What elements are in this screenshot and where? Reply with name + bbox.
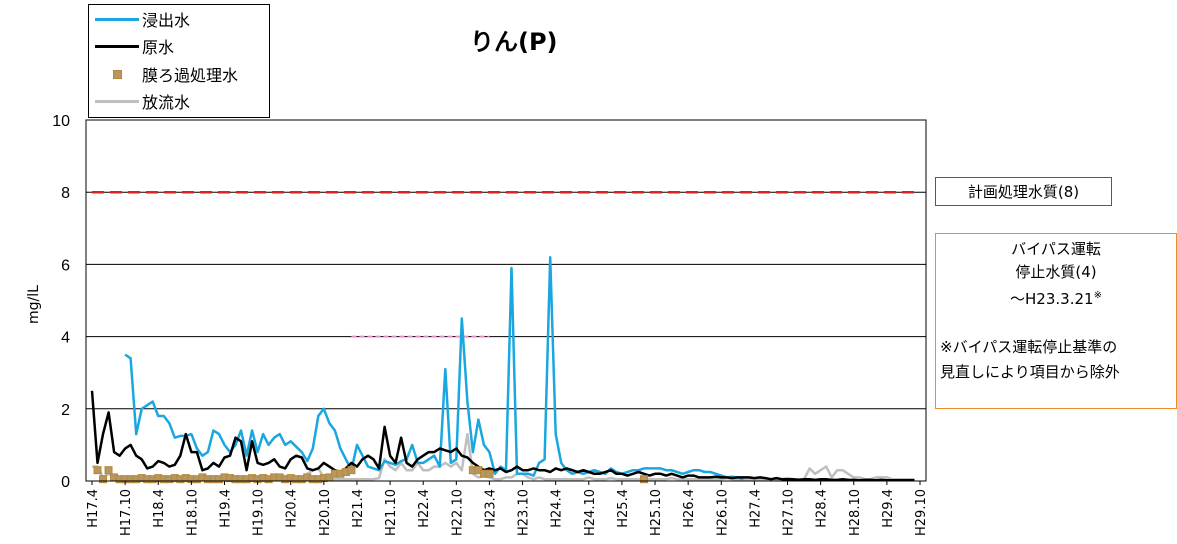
legend-swatch-discharge-water [95,99,139,103]
legend-swatch-leachate [95,17,139,21]
legend-label-membrane-water: 膜ろ過処理水 [142,66,239,85]
x-tick-label-H27.10: H27.10 [782,489,797,536]
series-1 [124,255,744,481]
legend-swatch-membrane-water [95,69,139,79]
x-tick-label-H25.10: H25.10 [649,489,664,536]
x-tick-label-H24.10: H24.10 [583,489,598,536]
x-tick-label-H18.10: H18.10 [185,489,200,536]
series-2 [90,390,915,482]
plan-quality-note: 計画処理水質(8) [935,177,1112,206]
chart-title: りん(P) [470,28,558,56]
reference-lines [92,190,920,338]
grid-lines [86,119,926,410]
x-tick-label-H17.4: H17.4 [86,489,101,528]
x-tick-label-H26.10: H26.10 [715,489,730,536]
x-tick-label-H23.4: H23.4 [483,489,498,528]
series-point-3-2 [104,466,113,475]
legend-label-raw-water: 原水 [142,38,175,57]
legend-item-membrane-water: 膜ろ過処理水 [95,62,238,86]
series-point-3-51 [640,475,648,484]
x-tick-label-H29.10: H29.10 [914,489,929,536]
x-tick-label-H20.4: H20.4 [285,489,300,528]
legend-label-leachate: 浸出水 [142,11,191,30]
bypass-note: バイパス運転 停止水質(4) ～H23.3.21※ ※バイパス運転停止基準の 見… [935,233,1177,409]
x-tick-label-H24.4: H24.4 [550,489,565,528]
x-tick-label-H28.10: H28.10 [848,489,863,536]
x-tick-label-H25.4: H25.4 [616,489,631,528]
x-tick-label-H23.10: H23.10 [517,489,532,536]
x-tick-label-H21.4: H21.4 [351,489,366,528]
series-line-1 [124,255,744,481]
x-tick-label-H22.10: H22.10 [450,489,465,536]
x-tick-label-H17.10: H17.10 [119,489,134,536]
x-tick-label-H26.4: H26.4 [682,489,697,528]
series-line-2 [90,390,915,482]
legend-label-discharge-water: 放流水 [142,93,191,112]
x-tick-label-H18.4: H18.4 [152,489,167,528]
series-point-3-50 [485,469,494,478]
series-4 [92,432,915,481]
x-tick-label-H27.4: H27.4 [748,489,763,528]
x-tick-label-H19.10: H19.10 [252,489,267,536]
series-line-4 [92,432,915,481]
legend-item-raw-water: 原水 [95,34,174,58]
legend-item-discharge-water: 放流水 [95,89,190,113]
y-tick-label-8: 8 [61,185,70,202]
bypass-line4: ※バイパス運転停止基準の [940,338,1118,356]
series-point-3-1 [99,475,108,484]
plot-area-frame [85,119,927,482]
series-layer [90,255,915,484]
y-tick-label-10: 10 [52,113,70,130]
bypass-line5: 見直しにより項目から除外 [940,363,1120,381]
x-tick-label-H29.4: H29.4 [881,489,896,528]
series-point-3-0 [93,466,102,475]
legend-item-leachate: 浸出水 [95,7,190,31]
plan-quality-label: 計画処理水質(8) [967,183,1080,201]
y-tick-label-2: 2 [61,402,70,419]
x-tick-label-H20.10: H20.10 [318,489,333,536]
bypass-mark: ※ [1093,290,1102,301]
x-tick-label-H19.4: H19.4 [218,489,233,528]
legend: 浸出水 原水 膜ろ過処理水 放流水 [88,4,270,118]
x-tick-label-H28.4: H28.4 [815,489,830,528]
legend-swatch-raw-water [95,44,139,48]
x-tick-label-H21.10: H21.10 [384,489,399,536]
y-tick-label-6: 6 [61,257,70,274]
y-tick-label-0: 0 [61,474,70,491]
axes-layer: 0 2 4 6 8 10 mg/lL H17.4 H17.10 H18.4 H18.10 H19.4 H… [26,113,929,536]
bypass-line1: バイパス運転 [1011,240,1101,258]
x-tick-label-H22.4: H22.4 [417,489,432,528]
y-tick-label-4: 4 [61,330,70,347]
series-point-3-46 [347,466,356,475]
bypass-line2: 停止水質(4) [1015,263,1097,281]
bypass-line3-wrap: ～H23.3.21※ [936,284,1176,311]
bypass-line3: ～H23.3.21 [1010,290,1094,308]
y-axis-label: mg/lL [26,285,42,324]
